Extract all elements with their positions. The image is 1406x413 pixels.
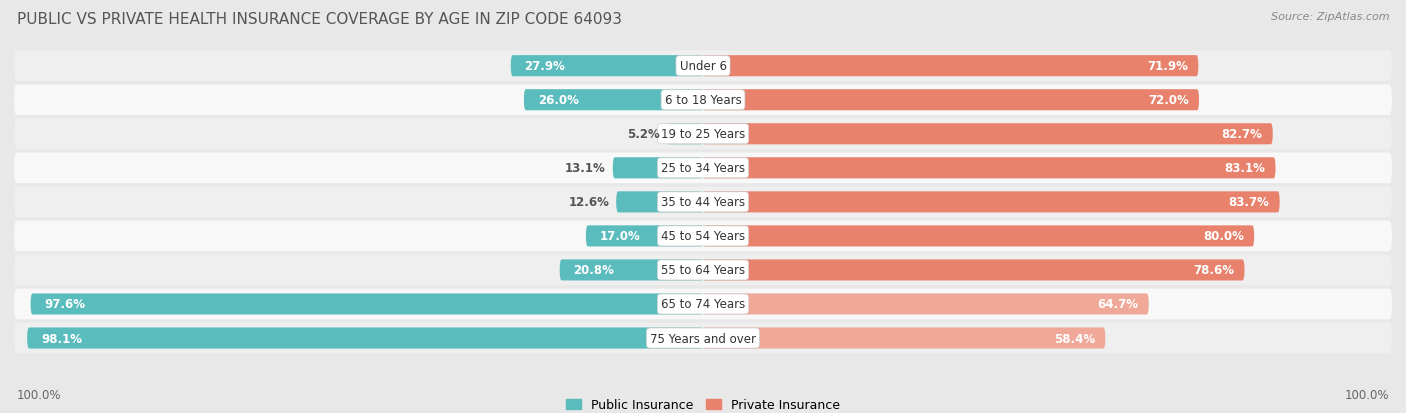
FancyBboxPatch shape	[703, 226, 1254, 247]
Text: 25 to 34 Years: 25 to 34 Years	[661, 162, 745, 175]
FancyBboxPatch shape	[524, 90, 703, 111]
Text: 20.8%: 20.8%	[574, 264, 614, 277]
FancyBboxPatch shape	[703, 90, 1199, 111]
Text: Under 6: Under 6	[679, 60, 727, 73]
FancyBboxPatch shape	[703, 328, 1105, 349]
Text: 80.0%: 80.0%	[1204, 230, 1244, 243]
FancyBboxPatch shape	[510, 56, 703, 77]
FancyBboxPatch shape	[703, 158, 1275, 179]
FancyBboxPatch shape	[14, 289, 1392, 320]
Text: 13.1%: 13.1%	[565, 162, 606, 175]
Text: 75 Years and over: 75 Years and over	[650, 332, 756, 345]
FancyBboxPatch shape	[703, 192, 1279, 213]
Text: 71.9%: 71.9%	[1147, 60, 1188, 73]
FancyBboxPatch shape	[703, 294, 1149, 315]
Text: PUBLIC VS PRIVATE HEALTH INSURANCE COVERAGE BY AGE IN ZIP CODE 64093: PUBLIC VS PRIVATE HEALTH INSURANCE COVER…	[17, 12, 621, 27]
FancyBboxPatch shape	[14, 323, 1392, 354]
FancyBboxPatch shape	[616, 192, 703, 213]
FancyBboxPatch shape	[27, 328, 703, 349]
FancyBboxPatch shape	[668, 124, 703, 145]
Text: 97.6%: 97.6%	[45, 298, 86, 311]
FancyBboxPatch shape	[14, 255, 1392, 285]
Text: 100.0%: 100.0%	[17, 388, 62, 401]
Text: 98.1%: 98.1%	[41, 332, 82, 345]
FancyBboxPatch shape	[14, 187, 1392, 218]
Text: 12.6%: 12.6%	[568, 196, 609, 209]
FancyBboxPatch shape	[14, 119, 1392, 150]
FancyBboxPatch shape	[586, 226, 703, 247]
FancyBboxPatch shape	[613, 158, 703, 179]
Text: 35 to 44 Years: 35 to 44 Years	[661, 196, 745, 209]
FancyBboxPatch shape	[14, 85, 1392, 116]
Text: 17.0%: 17.0%	[599, 230, 640, 243]
Text: 64.7%: 64.7%	[1098, 298, 1139, 311]
FancyBboxPatch shape	[703, 56, 1198, 77]
FancyBboxPatch shape	[703, 260, 1244, 281]
Text: 45 to 54 Years: 45 to 54 Years	[661, 230, 745, 243]
Text: 83.7%: 83.7%	[1229, 196, 1270, 209]
Text: 78.6%: 78.6%	[1194, 264, 1234, 277]
Text: 6 to 18 Years: 6 to 18 Years	[665, 94, 741, 107]
Text: 55 to 64 Years: 55 to 64 Years	[661, 264, 745, 277]
Text: 58.4%: 58.4%	[1054, 332, 1095, 345]
Legend: Public Insurance, Private Insurance: Public Insurance, Private Insurance	[561, 393, 845, 413]
Text: 82.7%: 82.7%	[1222, 128, 1263, 141]
Text: 72.0%: 72.0%	[1147, 94, 1188, 107]
Text: 5.2%: 5.2%	[627, 128, 661, 141]
FancyBboxPatch shape	[703, 124, 1272, 145]
Text: 65 to 74 Years: 65 to 74 Years	[661, 298, 745, 311]
FancyBboxPatch shape	[14, 221, 1392, 252]
Text: 19 to 25 Years: 19 to 25 Years	[661, 128, 745, 141]
Text: 83.1%: 83.1%	[1225, 162, 1265, 175]
FancyBboxPatch shape	[31, 294, 703, 315]
Text: Source: ZipAtlas.com: Source: ZipAtlas.com	[1271, 12, 1389, 22]
FancyBboxPatch shape	[14, 153, 1392, 184]
Text: 100.0%: 100.0%	[1344, 388, 1389, 401]
Text: 27.9%: 27.9%	[524, 60, 565, 73]
Text: 26.0%: 26.0%	[537, 94, 578, 107]
FancyBboxPatch shape	[14, 51, 1392, 82]
FancyBboxPatch shape	[560, 260, 703, 281]
